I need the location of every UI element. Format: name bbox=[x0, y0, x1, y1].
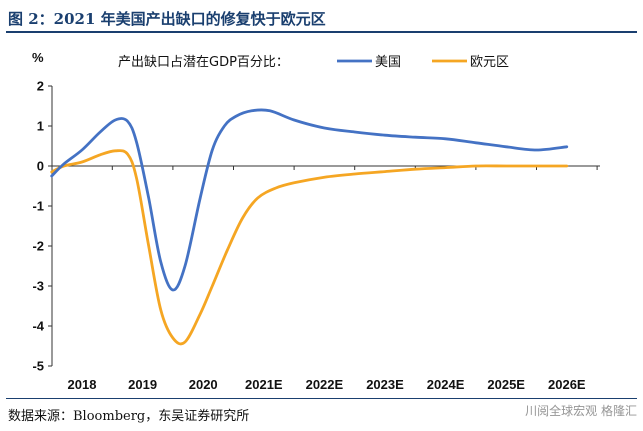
y-tick-label: -3 bbox=[32, 279, 44, 294]
x-tick-label: 2023E bbox=[366, 377, 404, 392]
x-tick-label: 2019 bbox=[128, 377, 157, 392]
legend-entry-us-label: 美国 bbox=[375, 55, 401, 70]
series-line-euro-area bbox=[50, 149, 569, 346]
y-tick-label: 0 bbox=[37, 159, 44, 174]
x-tick-label: 2021E bbox=[245, 377, 283, 392]
source-rule bbox=[6, 398, 637, 399]
title-rule bbox=[6, 31, 637, 33]
chart-axes: % 2 1 0 -1 -2 -3 -4 -5 2018 2019 2020 2021E 2022E 2023… bbox=[32, 50, 600, 392]
y-tick-label: 2 bbox=[37, 79, 44, 94]
figure-title: 图 2：2021 年美国产出缺口的修复快于欧元区 bbox=[8, 10, 326, 28]
y-tick-label: -4 bbox=[32, 319, 44, 334]
chart-series bbox=[50, 108, 569, 346]
y-tick-label: -5 bbox=[32, 359, 44, 374]
y-tick-label: -2 bbox=[32, 239, 44, 254]
legend-title: 产出缺口占潜在GDP百分比： bbox=[118, 55, 289, 70]
y-unit-label: % bbox=[32, 50, 44, 65]
y-tick-label: -1 bbox=[32, 199, 44, 214]
source-note: 数据来源：Bloomberg，东吴证券研究所 bbox=[8, 409, 250, 424]
chart-legend: 产出缺口占潜在GDP百分比： 美国 欧元区 bbox=[118, 55, 509, 70]
x-tick-label: 2025E bbox=[487, 377, 525, 392]
series-line-us bbox=[50, 108, 569, 292]
x-tick-label: 2022E bbox=[306, 377, 344, 392]
watermark-text: 川阅全球宏观 格隆汇 bbox=[525, 404, 637, 418]
legend-entry-euro-area-label: 欧元区 bbox=[470, 55, 509, 70]
y-tick-label: 1 bbox=[37, 119, 44, 134]
x-tick-label: 2020 bbox=[189, 377, 218, 392]
x-tick-label: 2024E bbox=[427, 377, 465, 392]
x-tick-label: 2026E bbox=[548, 377, 586, 392]
x-tick-label: 2018 bbox=[68, 377, 97, 392]
